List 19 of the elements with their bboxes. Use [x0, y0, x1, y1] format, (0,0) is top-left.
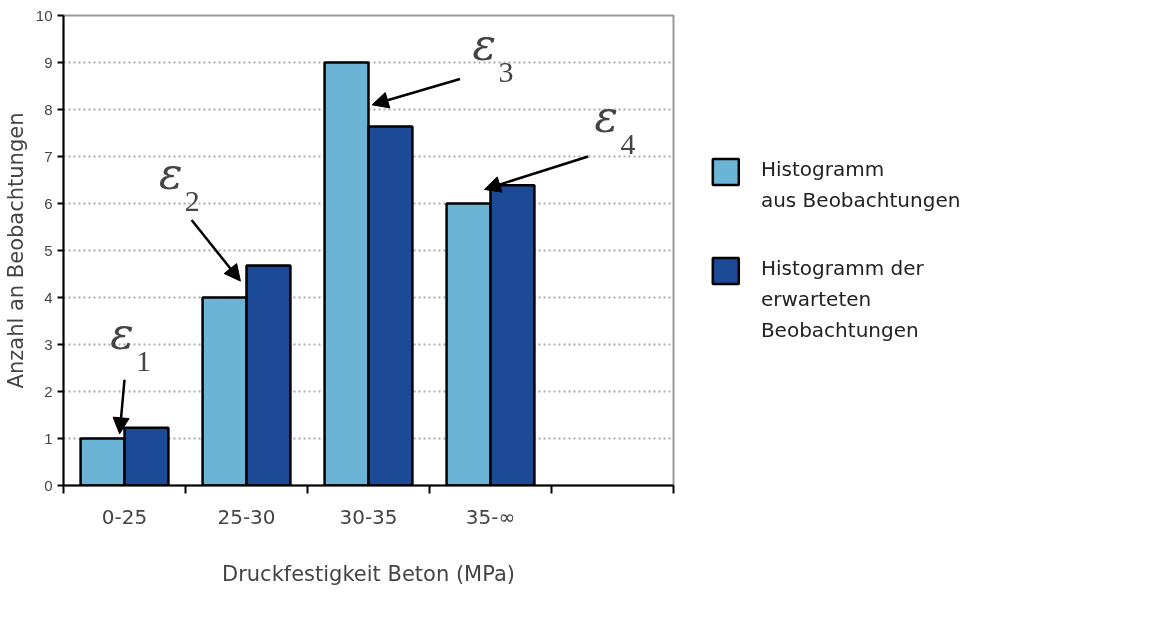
y-axis-title: Anzahl an Beobachtungen [3, 112, 28, 389]
y-tick-label: 5 [44, 241, 53, 259]
x-tick-label: 0-25 [101, 504, 148, 529]
y-tick-label: 2 [44, 382, 53, 400]
x-tick-label: 25-30 [217, 504, 276, 529]
y-tick-label: 10 [35, 6, 53, 24]
y-tick-label: 1 [44, 429, 53, 447]
y-tick-label: 4 [44, 288, 53, 306]
y-tick-label: 9 [44, 53, 53, 71]
x-tick-label: 35-∞ [465, 504, 516, 529]
x-tick-label: 30-35 [339, 504, 398, 529]
y-tick-label: 3 [44, 335, 53, 353]
y-tick-label: 0 [44, 476, 53, 494]
legend-label: Histogramm der erwarteten Beobachtungen [760, 255, 925, 343]
legend-label: Histogramm aus Beobachtungen [760, 157, 961, 213]
y-tick-label: 8 [44, 100, 53, 118]
y-tick-label: 7 [44, 147, 53, 165]
y-tick-label: 6 [44, 194, 53, 212]
x-axis-title: Druckfestigkeit Beton (MPa) [221, 561, 516, 586]
